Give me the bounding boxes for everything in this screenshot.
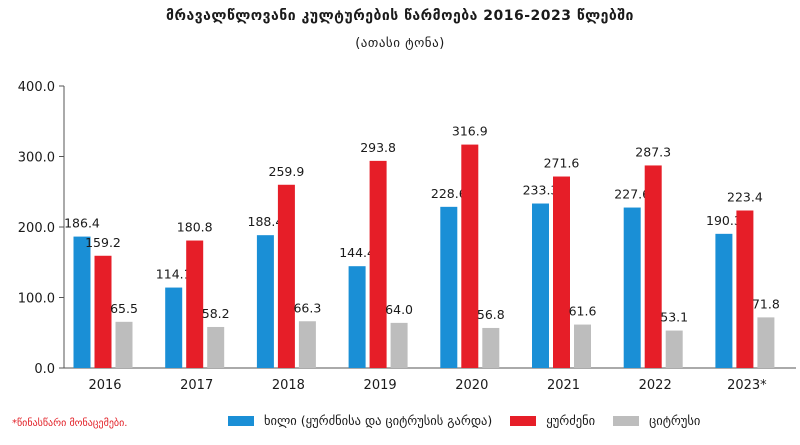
bar-grapes bbox=[94, 255, 112, 368]
data-label-grapes: 316.9 bbox=[452, 124, 488, 139]
y-tick-label: 100.0 bbox=[18, 292, 55, 307]
legend-item-citrus: ციტრუსი bbox=[613, 413, 700, 428]
data-label-fruit: 144.4 bbox=[339, 245, 375, 260]
legend-swatch-citrus bbox=[613, 415, 640, 426]
x-tick-label: 2021 bbox=[547, 378, 580, 393]
bar-citrus bbox=[482, 327, 500, 368]
footnote: *წინასწარი მონაცემები. bbox=[12, 418, 128, 429]
data-label-fruit: 114.1 bbox=[156, 267, 192, 282]
legend-label-citrus: ციტრუსი bbox=[649, 413, 701, 428]
data-label-grapes: 223.4 bbox=[727, 190, 763, 205]
data-label-grapes: 271.6 bbox=[544, 156, 580, 171]
legend-label-fruit: ხილი (ყურძნისა და ციტრუსის გარდა) bbox=[264, 413, 493, 428]
data-label-grapes: 180.8 bbox=[177, 220, 213, 235]
y-tick-label: 400.0 bbox=[18, 80, 55, 95]
bar-citrus bbox=[574, 324, 591, 368]
data-label-fruit: 190.3 bbox=[706, 213, 742, 228]
data-label-fruit: 233.3 bbox=[523, 183, 559, 198]
x-tick-label: 2018 bbox=[272, 378, 305, 393]
data-label-citrus: 56.8 bbox=[477, 307, 505, 322]
y-tick-label: 0.0 bbox=[34, 362, 55, 377]
bar-grapes bbox=[553, 176, 570, 368]
bar-fruit bbox=[440, 206, 458, 368]
bar-fruit bbox=[532, 203, 549, 368]
bar-grapes bbox=[461, 144, 479, 368]
bar-fruit bbox=[623, 207, 641, 368]
bar-fruit bbox=[73, 236, 91, 368]
data-label-citrus: 66.3 bbox=[293, 300, 321, 315]
bar-fruit bbox=[348, 266, 366, 368]
legend-swatch-grapes bbox=[510, 415, 537, 426]
legend-swatch-fruit bbox=[228, 415, 254, 426]
legend: ხილი (ყურძნისა და ციტრუსის გარდა) ყურძენ… bbox=[228, 413, 718, 428]
x-tick-label: 2022 bbox=[639, 378, 672, 393]
data-label-grapes: 259.9 bbox=[269, 164, 305, 179]
data-label-citrus: 53.1 bbox=[660, 310, 688, 325]
legend-label-grapes: ყურძენი bbox=[546, 413, 596, 428]
chart-subtitle: (ათასი ტონა) bbox=[355, 36, 445, 51]
data-label-fruit: 186.4 bbox=[64, 216, 100, 231]
bar-grapes bbox=[277, 184, 295, 368]
x-tick-label: 2019 bbox=[364, 378, 397, 393]
data-label-fruit: 228.6 bbox=[431, 186, 467, 201]
bar-grapes bbox=[186, 240, 204, 368]
x-tick-label: 2016 bbox=[88, 378, 121, 393]
bar-citrus bbox=[390, 322, 408, 368]
y-tick-label: 300.0 bbox=[18, 151, 55, 166]
bar-citrus bbox=[115, 321, 133, 368]
data-label-citrus: 64.0 bbox=[385, 302, 413, 317]
data-label-citrus: 61.6 bbox=[569, 304, 597, 319]
data-label-fruit: 227.6 bbox=[614, 187, 650, 202]
bar-citrus bbox=[207, 326, 225, 368]
data-label-grapes: 287.3 bbox=[635, 144, 671, 159]
x-tick-label: 2023* bbox=[727, 378, 767, 393]
data-label-grapes: 293.8 bbox=[360, 140, 396, 155]
chart-title: მრავალწლოვანი კულტურების წარმოება 2016-2… bbox=[166, 8, 634, 24]
data-label-fruit: 188.4 bbox=[248, 214, 284, 229]
y-tick-label: 200.0 bbox=[18, 221, 55, 236]
bar-grapes bbox=[369, 160, 387, 368]
bar-citrus bbox=[298, 321, 316, 368]
data-label-citrus: 58.2 bbox=[202, 306, 230, 321]
bar-fruit bbox=[715, 233, 733, 368]
legend-item-fruit: ხილი (ყურძნისა და ციტრუსის გარდა) bbox=[228, 413, 492, 428]
x-tick-label: 2020 bbox=[455, 378, 488, 393]
data-label-grapes: 159.2 bbox=[85, 235, 121, 250]
bar-citrus bbox=[665, 330, 683, 368]
bar-fruit bbox=[165, 287, 183, 368]
bar-citrus bbox=[757, 317, 775, 368]
x-tick-label: 2017 bbox=[180, 378, 213, 393]
bar-fruit bbox=[256, 235, 274, 368]
legend-item-grapes: ყურძენი bbox=[510, 413, 595, 428]
bar-grapes bbox=[644, 165, 662, 368]
data-label-citrus: 65.5 bbox=[110, 301, 138, 316]
data-label-citrus: 71.8 bbox=[752, 296, 780, 311]
bar-grapes bbox=[736, 210, 754, 368]
